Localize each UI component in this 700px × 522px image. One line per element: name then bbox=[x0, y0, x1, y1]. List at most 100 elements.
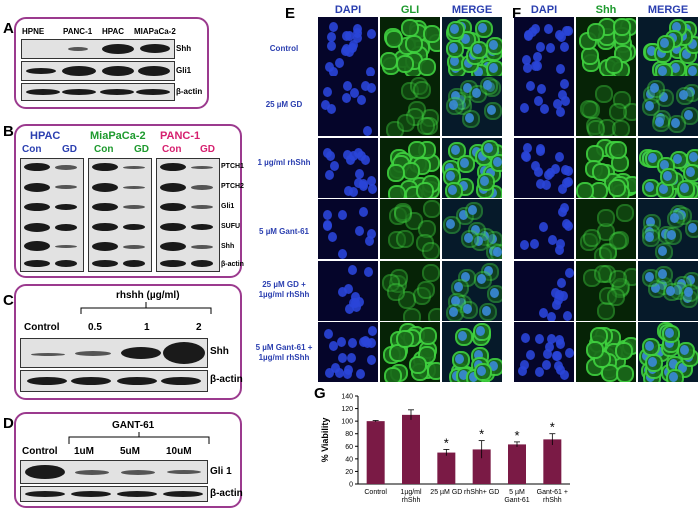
nucleus bbox=[687, 66, 697, 77]
nucleus bbox=[558, 291, 568, 302]
y-tick-label: 60 bbox=[345, 444, 353, 451]
y-axis-label: % Viability bbox=[320, 418, 330, 463]
nucleus bbox=[488, 62, 498, 73]
nucleus bbox=[558, 207, 568, 218]
nucleus bbox=[684, 110, 694, 121]
x-tick-label: 5 µM bbox=[509, 489, 525, 496]
nucleus bbox=[448, 184, 458, 195]
nucleus bbox=[343, 186, 353, 197]
western-blot-gli1 bbox=[20, 460, 208, 484]
nucleus bbox=[535, 41, 545, 52]
row-label: β-actin bbox=[210, 488, 243, 499]
nucleus bbox=[327, 232, 337, 243]
cell-outline bbox=[403, 308, 422, 321]
nucleus bbox=[536, 144, 546, 155]
nucleus bbox=[648, 153, 658, 164]
nucleus bbox=[564, 177, 574, 188]
bar bbox=[543, 439, 562, 484]
nucleus bbox=[659, 184, 669, 195]
cell-outline bbox=[597, 208, 616, 227]
nucleus bbox=[483, 266, 493, 277]
dapi-image bbox=[318, 199, 378, 259]
nucleus bbox=[555, 338, 565, 349]
green-stain-image bbox=[380, 138, 440, 198]
green-stain-image bbox=[576, 261, 636, 321]
lane-label: HPAC bbox=[102, 27, 125, 36]
lane-label: HPNE bbox=[22, 27, 45, 36]
nucleus bbox=[337, 248, 347, 259]
nucleus bbox=[532, 52, 542, 63]
cell-outline bbox=[427, 308, 440, 321]
nucleus bbox=[552, 98, 562, 109]
nucleus bbox=[473, 349, 483, 360]
nucleus bbox=[645, 341, 655, 352]
western-blot-actin bbox=[20, 486, 208, 502]
nucleus bbox=[553, 295, 563, 306]
bar bbox=[472, 449, 491, 484]
nucleus bbox=[561, 218, 571, 229]
nucleus bbox=[460, 272, 470, 283]
nucleus bbox=[471, 224, 481, 235]
nucleus bbox=[548, 234, 558, 245]
cell-outline bbox=[585, 340, 604, 359]
significance-mark: * bbox=[444, 435, 449, 450]
significance-mark: * bbox=[550, 420, 555, 435]
nucleus bbox=[678, 90, 688, 101]
green-stain-image bbox=[576, 76, 636, 136]
panel-label-e: E bbox=[285, 5, 296, 22]
row-label: PTCH1 bbox=[221, 163, 244, 170]
nucleus bbox=[325, 169, 335, 180]
nucleus bbox=[355, 297, 365, 308]
column-header: GLI bbox=[400, 4, 420, 16]
nucleus bbox=[659, 38, 669, 49]
western-blot-shh bbox=[21, 39, 175, 59]
nucleus bbox=[329, 67, 339, 77]
cell-outline bbox=[413, 81, 432, 100]
nucleus bbox=[557, 32, 567, 43]
cell-outline bbox=[583, 229, 602, 248]
nucleus bbox=[523, 30, 533, 41]
cell-outline bbox=[396, 55, 415, 74]
panel-a: HPNE PANC-1 HPAC MIAPaCa-2 Shh Gli1 β-ac… bbox=[14, 17, 209, 109]
merge-image bbox=[638, 199, 698, 259]
nucleus bbox=[342, 149, 352, 160]
x-tick-label: rhShh bbox=[402, 497, 421, 504]
cell-outline bbox=[608, 178, 627, 197]
cell-outline bbox=[393, 205, 412, 224]
nucleus bbox=[657, 47, 667, 58]
nucleus bbox=[677, 362, 687, 373]
nucleus bbox=[680, 182, 690, 193]
merge-image bbox=[638, 261, 698, 321]
row-label: Gli1 bbox=[176, 66, 192, 75]
nucleus bbox=[644, 272, 654, 283]
nucleus bbox=[542, 180, 552, 191]
nucleus bbox=[455, 354, 465, 365]
nucleus bbox=[366, 354, 376, 365]
nucleus bbox=[449, 307, 459, 318]
nucleus bbox=[555, 244, 565, 255]
nucleus bbox=[555, 64, 565, 75]
row-label: PTCH2 bbox=[221, 183, 244, 190]
nucleus bbox=[525, 80, 535, 91]
cell-outline bbox=[606, 287, 625, 306]
nucleus bbox=[463, 304, 473, 315]
nucleus bbox=[326, 103, 336, 114]
nucleus bbox=[519, 240, 529, 251]
green-stain-image bbox=[576, 199, 636, 259]
nucleus bbox=[472, 44, 482, 55]
nucleus bbox=[658, 65, 668, 76]
nucleus bbox=[671, 43, 681, 54]
dapi-image bbox=[514, 199, 574, 259]
nucleus bbox=[337, 209, 347, 220]
nucleus bbox=[353, 27, 363, 38]
nucleus bbox=[342, 80, 352, 91]
nucleus bbox=[346, 352, 356, 363]
bar bbox=[402, 414, 420, 484]
y-tick-label: 140 bbox=[341, 394, 353, 401]
nucleus bbox=[665, 286, 675, 297]
nucleus bbox=[654, 347, 664, 358]
dapi-image bbox=[318, 261, 378, 321]
x-tick-label: rhShh bbox=[543, 497, 562, 504]
nucleus bbox=[363, 337, 373, 348]
nucleus bbox=[533, 60, 543, 71]
